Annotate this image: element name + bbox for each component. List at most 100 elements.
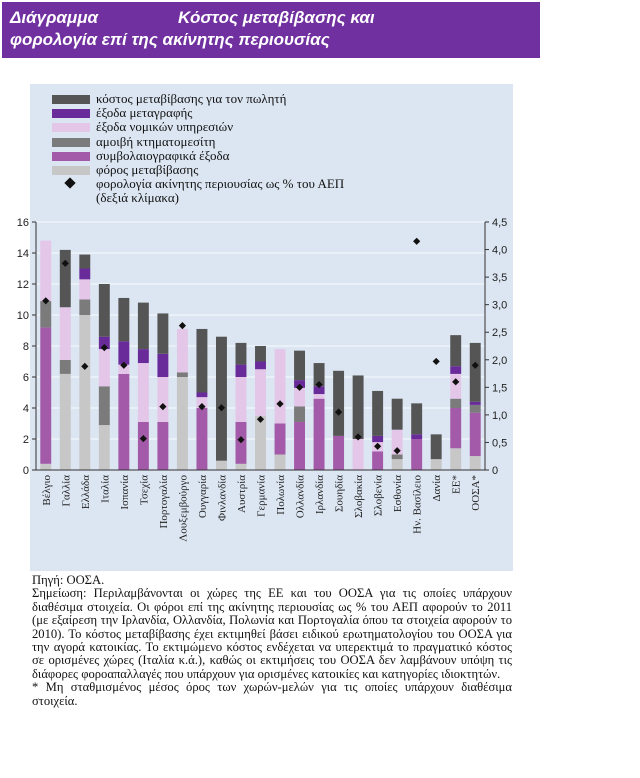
left-tick-label: 10 xyxy=(17,310,29,322)
chart-panel xyxy=(30,84,513,571)
right-tick-label: 0,5 xyxy=(492,437,507,449)
right-tick-label: 1,5 xyxy=(492,382,507,394)
left-tick-label: 8 xyxy=(23,341,29,353)
bar-segment xyxy=(372,390,384,436)
bar-segment xyxy=(79,279,91,300)
legend-swatch xyxy=(52,151,90,161)
legend-label: έξοδα νομικών υπηρεσιών xyxy=(96,119,234,135)
bar-segment xyxy=(40,327,52,464)
chart-title-line1: Κόστος μεταβίβασης και xyxy=(178,8,375,27)
bar-segment xyxy=(196,397,208,408)
bar-segment xyxy=(469,342,481,402)
bar-segment xyxy=(59,359,71,374)
data-point-diamond xyxy=(198,403,206,411)
bar-segment xyxy=(40,240,52,302)
data-point-diamond xyxy=(237,436,245,444)
category-label: Ολλανδία xyxy=(295,475,307,518)
legend-swatch xyxy=(52,109,90,119)
bar-segment xyxy=(391,459,403,470)
bar-segment xyxy=(196,328,208,393)
bar-segment xyxy=(313,363,325,387)
data-point-diamond xyxy=(432,357,440,366)
legend-item-seller-cost: κόστος μεταβίβασης για τον πωλητή xyxy=(52,92,344,106)
bar-segment xyxy=(137,302,149,350)
bar-segment xyxy=(137,349,149,364)
legend-swatch xyxy=(52,137,90,147)
bar-segment xyxy=(313,386,325,395)
category-label: Πολωνία xyxy=(275,475,287,515)
notes: Πηγή: ΟΟΣΑ. Σημείωση: Περιλαμβάνονται οι… xyxy=(32,573,512,708)
bar-segment xyxy=(469,412,481,457)
bar-segment xyxy=(118,341,130,365)
bar-segment xyxy=(98,336,110,350)
data-point-diamond xyxy=(42,297,50,305)
category-label: Φινλανδία xyxy=(216,475,228,521)
legend-label: φορολογία ακίνητης περιουσίας ως % του Α… xyxy=(96,176,345,192)
bar-segment xyxy=(411,434,423,439)
bar-segment xyxy=(450,373,462,399)
bar-segment xyxy=(255,361,266,370)
bar-segment xyxy=(235,364,247,377)
bar-segment xyxy=(391,398,403,430)
chart-bars xyxy=(40,240,481,470)
category-label: Δανία xyxy=(431,475,443,502)
legend-swatch xyxy=(52,95,90,104)
footnote-text: * Μη σταθμισμένος μέσος όρος των χωρών-μ… xyxy=(32,680,512,708)
bar-segment xyxy=(255,369,266,416)
bar-segment xyxy=(274,349,286,424)
bar-segment xyxy=(450,335,462,367)
category-labels: Βέλγιο Γαλλία Ελλάδα Ιταλία Ισπανία Τσεχία Πορ… xyxy=(41,475,482,542)
category-label: Ουγγαρία xyxy=(197,475,209,518)
bar-segment xyxy=(137,363,149,422)
category-label: Γερμανία xyxy=(256,475,268,517)
bar-segment xyxy=(118,297,130,342)
data-point-diamond xyxy=(315,380,323,389)
data-point-diamond xyxy=(374,442,382,450)
legend-label: (δεξιά κλίμακα) xyxy=(96,190,179,206)
bar-segment xyxy=(98,386,110,426)
data-point-diamond xyxy=(217,404,226,412)
right-tick-label: 3,0 xyxy=(492,300,507,312)
bar-segment xyxy=(255,346,266,362)
data-point-diamond xyxy=(81,362,89,370)
legend-item-agent-fee: αμοιβή κτηματομεσίτη xyxy=(52,134,344,149)
bar-segment xyxy=(215,460,227,470)
data-point-diamond xyxy=(334,408,343,416)
data-point-diamond xyxy=(100,344,108,352)
chart-markers xyxy=(42,237,479,455)
category-label: Τσεχία xyxy=(138,475,150,505)
left-tick-label: 16 xyxy=(17,217,29,229)
data-point-diamond xyxy=(393,447,401,455)
bar-segment xyxy=(176,372,188,377)
chart-title-bar: Διάγραμμα Κόστος μεταβίβασης και φορολογ… xyxy=(2,2,540,58)
bar-segment xyxy=(79,315,91,470)
legend-label: κόστος μεταβίβασης για τον πωλητή xyxy=(96,91,287,106)
right-tick-label: 3,5 xyxy=(492,272,507,284)
bar-segment xyxy=(59,249,71,308)
category-label: ΕΕ* xyxy=(451,475,463,494)
data-point-diamond xyxy=(159,403,167,411)
category-label: Λουξεμβούργο xyxy=(177,475,189,542)
bar-segment xyxy=(391,454,403,460)
data-point-diamond xyxy=(139,434,147,443)
category-label: Αυστρία xyxy=(236,475,248,513)
bar-segment xyxy=(157,421,169,470)
bar-segment xyxy=(235,377,247,422)
left-tick-label: 12 xyxy=(17,279,29,291)
figure-label: Διάγραμμα xyxy=(10,8,99,27)
bar-segment xyxy=(469,401,481,405)
category-label: Πορτογαλία xyxy=(158,475,170,529)
bar-segment xyxy=(391,429,403,455)
bar-segment xyxy=(274,423,286,455)
left-tick-label: 4 xyxy=(23,403,29,415)
bar-segment xyxy=(79,299,91,315)
bar-segment xyxy=(79,254,91,269)
category-label: Σουηδία xyxy=(334,475,346,512)
bar-segment xyxy=(313,398,325,470)
category-label: Εσθονία xyxy=(392,475,404,512)
bar-segment xyxy=(235,342,247,365)
bar-segment xyxy=(176,377,188,470)
bar-segment xyxy=(469,456,481,470)
legend-label: συμβολαιογραφικά έξοδα xyxy=(96,147,230,163)
bar-segment xyxy=(333,370,345,436)
